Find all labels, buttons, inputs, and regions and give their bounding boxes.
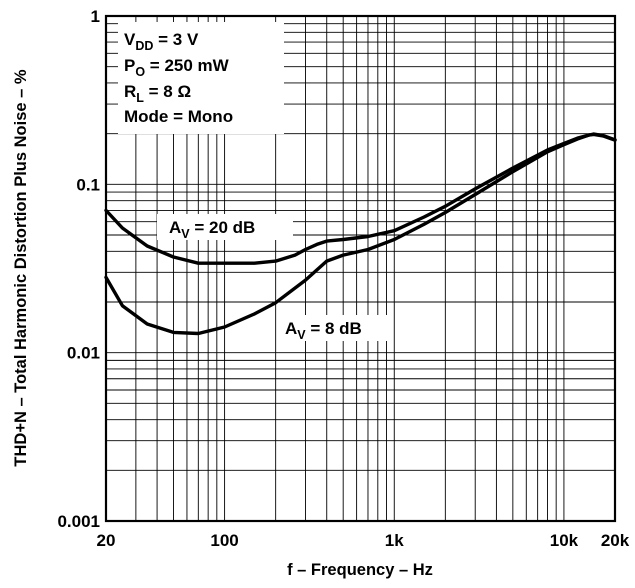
x-tick-label: 10k — [550, 531, 579, 550]
x-tick-label: 20 — [97, 531, 116, 550]
conditions-box — [118, 22, 284, 134]
series-label-av20: AV = 20 dB — [169, 218, 255, 241]
y-tick-label: 0.01 — [67, 344, 100, 363]
x-tick-label: 20k — [601, 531, 630, 550]
y-tick-label: 0.1 — [76, 175, 100, 194]
label-bg-av8 — [278, 315, 388, 341]
condition-mode: Mode = Mono — [124, 107, 233, 126]
condition-vdd: VDD = 3 V — [124, 30, 199, 53]
x-tick-label: 100 — [210, 531, 238, 550]
y-tick-label: 0.001 — [57, 512, 100, 531]
plot-frame — [104, 14, 617, 523]
condition-po: PO = 250 mW — [124, 56, 230, 79]
data-curves — [104, 132, 617, 336]
y-axis-title: THD+N – Total Harmonic Distortion Plus N… — [12, 69, 30, 466]
series-label-av8: AV = 8 dB — [285, 319, 362, 342]
label-bg-av20 — [157, 214, 293, 240]
y-tick-label: 1 — [91, 7, 100, 26]
series-line-av8 — [104, 132, 617, 336]
x-tick-label: 1k — [385, 531, 404, 550]
x-axis-title: f – Frequency – Hz — [287, 561, 433, 579]
tick-labels: 20 100 1k 10k 20k 1 0.1 0.01 0.001 — [57, 7, 629, 550]
condition-rl: RL = 8 Ω — [124, 82, 191, 105]
